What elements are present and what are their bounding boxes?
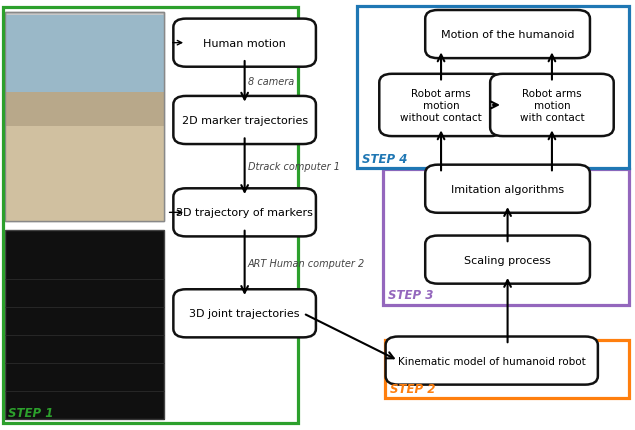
Text: Dtrack computer 1: Dtrack computer 1 — [248, 162, 340, 172]
FancyBboxPatch shape — [173, 97, 316, 145]
Text: Robot arms
motion
with contact: Robot arms motion with contact — [519, 89, 584, 122]
FancyBboxPatch shape — [5, 13, 164, 221]
FancyBboxPatch shape — [425, 165, 590, 213]
Text: STEP 3: STEP 3 — [388, 289, 433, 301]
FancyBboxPatch shape — [5, 230, 164, 418]
Text: Human motion: Human motion — [203, 39, 286, 49]
Text: 8 camera: 8 camera — [248, 77, 294, 87]
Text: 2D marker trajectories: 2D marker trajectories — [182, 116, 308, 126]
FancyBboxPatch shape — [490, 75, 613, 137]
Text: STEP 1: STEP 1 — [8, 406, 53, 419]
FancyBboxPatch shape — [173, 19, 316, 68]
FancyBboxPatch shape — [5, 15, 164, 93]
FancyBboxPatch shape — [5, 93, 164, 127]
Text: Robot arms
motion
without contact: Robot arms motion without contact — [400, 89, 482, 122]
Text: STEP 2: STEP 2 — [391, 382, 436, 395]
Text: Kinematic model of humanoid robot: Kinematic model of humanoid robot — [398, 356, 585, 366]
FancyBboxPatch shape — [173, 189, 316, 237]
FancyBboxPatch shape — [425, 236, 590, 284]
FancyBboxPatch shape — [425, 11, 590, 59]
FancyBboxPatch shape — [385, 337, 598, 385]
Text: Scaling process: Scaling process — [464, 255, 551, 265]
Text: 3D trajectory of markers: 3D trajectory of markers — [176, 208, 313, 218]
Text: Imitation algorithms: Imitation algorithms — [451, 184, 564, 194]
Text: ART Human computer 2: ART Human computer 2 — [248, 258, 365, 268]
FancyBboxPatch shape — [5, 127, 164, 221]
FancyBboxPatch shape — [173, 289, 316, 338]
FancyBboxPatch shape — [379, 75, 503, 137]
Text: STEP 4: STEP 4 — [362, 152, 407, 165]
Text: 3D joint trajectories: 3D joint trajectories — [189, 309, 300, 319]
Text: Motion of the humanoid: Motion of the humanoid — [441, 30, 574, 40]
